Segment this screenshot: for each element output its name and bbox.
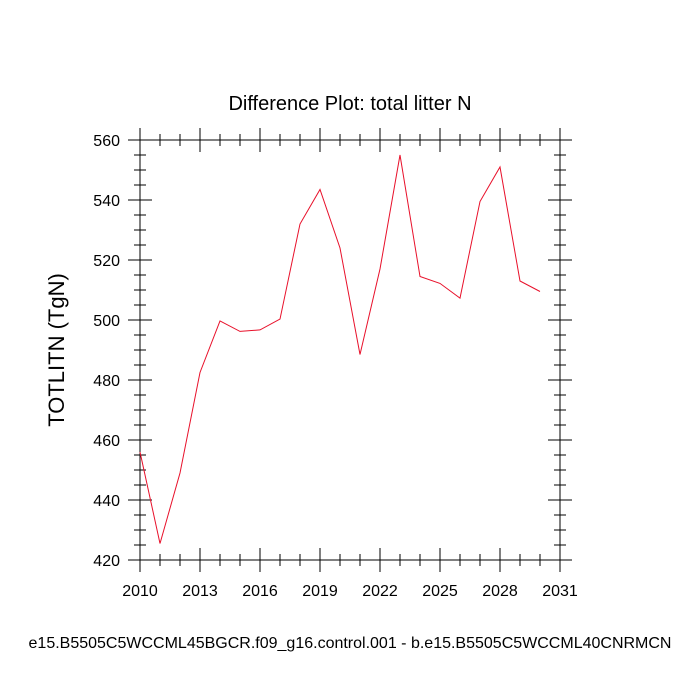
x-tick-label: 2019 (302, 583, 338, 600)
y-tick-label: 420 (93, 553, 120, 570)
y-tick-label: 560 (93, 133, 120, 150)
y-tick-label: 460 (93, 433, 120, 450)
minor-ticks (134, 134, 566, 566)
series-line (139, 154, 541, 544)
y-tick-label: 480 (93, 373, 120, 390)
y-axis-label: TOTLITN (TgN) (44, 273, 69, 427)
y-tick-label: 500 (93, 313, 120, 330)
x-tick-label: 2022 (362, 583, 398, 600)
x-tick-label: 2028 (482, 583, 518, 600)
chart-title: Difference Plot: total litter N (228, 93, 471, 115)
x-tick-labels: 2010 2013 2016 2019 2022 2025 2028 2031 (122, 583, 578, 600)
y-tick-label: 520 (93, 253, 120, 270)
y-tick-label: 440 (93, 493, 120, 510)
series-group (139, 154, 541, 544)
x-tick-label: 2013 (182, 583, 218, 600)
x-tick-label: 2031 (542, 583, 578, 600)
x-tick-label: 2025 (422, 583, 458, 600)
y-tick-label: 540 (93, 193, 120, 210)
plot-frame (139, 139, 561, 561)
footer-label: e15.B5505C5WCCML45BGCR.f09_g16.control.0… (29, 635, 672, 652)
x-tick-label: 2010 (122, 583, 158, 600)
major-ticks (128, 128, 572, 572)
x-tick-label: 2016 (242, 583, 278, 600)
y-tick-labels: 420 440 460 480 500 520 540 560 (93, 133, 120, 570)
